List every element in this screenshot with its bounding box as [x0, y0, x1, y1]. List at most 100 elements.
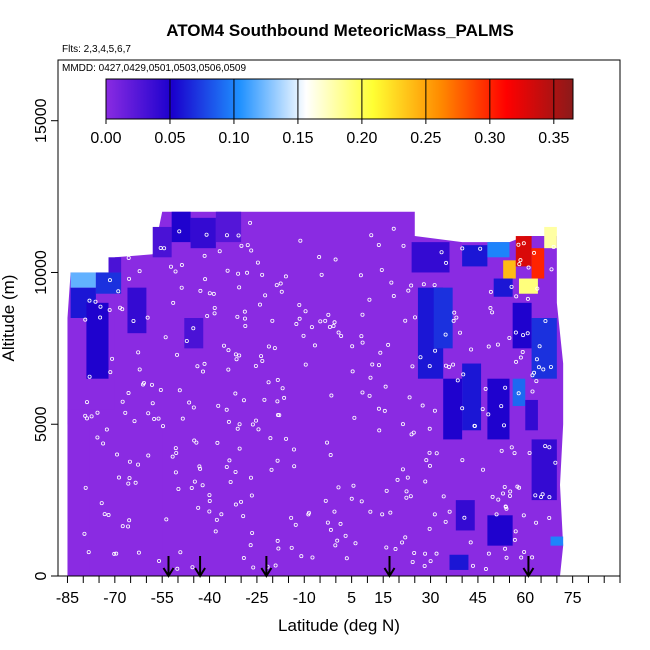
sample-point: [106, 229, 111, 234]
heatmap-cell: [130, 424, 163, 576]
heatmap-cell: [411, 242, 450, 273]
x-tick-label: 30: [422, 590, 440, 607]
sample-point: [427, 426, 432, 431]
sample-point: [432, 408, 437, 413]
sample-point: [146, 411, 151, 416]
sample-point: [87, 374, 92, 379]
sample-point: [486, 412, 491, 417]
sample-point: [163, 335, 168, 340]
sample-point: [202, 253, 207, 258]
sample-point: [149, 382, 154, 387]
sample-point: [278, 281, 283, 286]
sample-point: [344, 556, 349, 561]
sample-point: [170, 454, 175, 459]
sample-point: [447, 364, 452, 369]
sample-point: [512, 451, 517, 456]
flights-note: Flts: 2,3,4,5,6,7: [62, 44, 131, 55]
sample-point: [368, 509, 373, 514]
sample-point: [336, 485, 341, 490]
sample-point: [104, 427, 109, 432]
sample-point: [534, 357, 539, 362]
sample-point: [384, 488, 389, 493]
sample-point: [413, 315, 418, 320]
sample-point: [400, 467, 405, 472]
sample-point: [478, 246, 483, 251]
sample-point: [395, 477, 400, 482]
sample-point: [224, 464, 229, 469]
sample-point: [389, 280, 394, 285]
sample-point: [194, 440, 199, 445]
sample-point: [379, 267, 384, 272]
sample-point: [150, 401, 155, 406]
sample-point: [108, 370, 113, 375]
sample-point: [179, 285, 184, 290]
sample-point: [353, 541, 358, 546]
sample-point: [408, 494, 413, 499]
sample-point: [127, 276, 132, 281]
sample-point: [195, 364, 200, 369]
sample-point: [460, 246, 465, 251]
heatmap-cell: [487, 242, 510, 258]
sample-point: [509, 284, 514, 289]
sample-point: [328, 453, 333, 458]
sample-point: [526, 265, 531, 270]
heatmap-cell: [184, 318, 204, 349]
sample-point: [336, 330, 341, 335]
sample-point: [99, 501, 104, 506]
sample-point: [212, 311, 217, 316]
sample-point: [158, 245, 163, 250]
sample-point: [433, 348, 438, 353]
sample-point: [289, 545, 294, 550]
sample-point: [107, 278, 112, 283]
sample-point: [532, 250, 537, 255]
sample-point: [386, 342, 391, 347]
sample-point: [82, 531, 87, 536]
sample-point: [349, 496, 354, 501]
sample-point: [517, 485, 522, 490]
sample-point: [280, 386, 285, 391]
sample-point: [192, 438, 197, 443]
sample-point: [421, 282, 426, 287]
sample-point: [312, 343, 317, 348]
sample-point: [553, 460, 558, 465]
sample-point: [406, 288, 411, 293]
sample-point: [198, 288, 203, 293]
sample-point: [483, 567, 488, 572]
sample-point: [213, 529, 218, 534]
sample-point: [259, 354, 264, 359]
heatmap-cell: [550, 536, 564, 546]
x-tick-label: -40: [198, 590, 221, 607]
sample-point: [270, 318, 275, 323]
sample-point: [504, 506, 509, 511]
sample-point: [376, 406, 381, 411]
sample-point: [249, 493, 254, 498]
sample-point: [98, 315, 103, 320]
sample-point: [233, 352, 238, 357]
sample-point: [328, 527, 333, 532]
sample-point: [403, 535, 408, 540]
sample-point: [275, 458, 280, 463]
heatmap-cell: [190, 217, 216, 249]
sample-point: [123, 410, 128, 415]
sample-point: [495, 342, 500, 347]
sample-point: [367, 297, 372, 302]
sample-point: [360, 390, 365, 395]
sample-point: [303, 362, 308, 367]
sample-point: [114, 551, 119, 556]
sample-point: [382, 408, 387, 413]
plot-frame: [57, 59, 621, 577]
sample-point: [87, 298, 92, 303]
sample-point: [95, 410, 100, 415]
sample-point: [245, 243, 250, 248]
sample-point: [83, 413, 88, 418]
sample-point: [460, 458, 465, 463]
sample-point: [540, 492, 545, 497]
heatmap-cell: [487, 515, 513, 546]
sample-point: [547, 515, 552, 520]
sample-point: [262, 397, 267, 402]
sample-point: [137, 269, 142, 274]
sample-point: [242, 316, 247, 321]
sample-point: [133, 480, 138, 485]
sample-point: [127, 518, 132, 523]
sample-point: [83, 317, 88, 322]
